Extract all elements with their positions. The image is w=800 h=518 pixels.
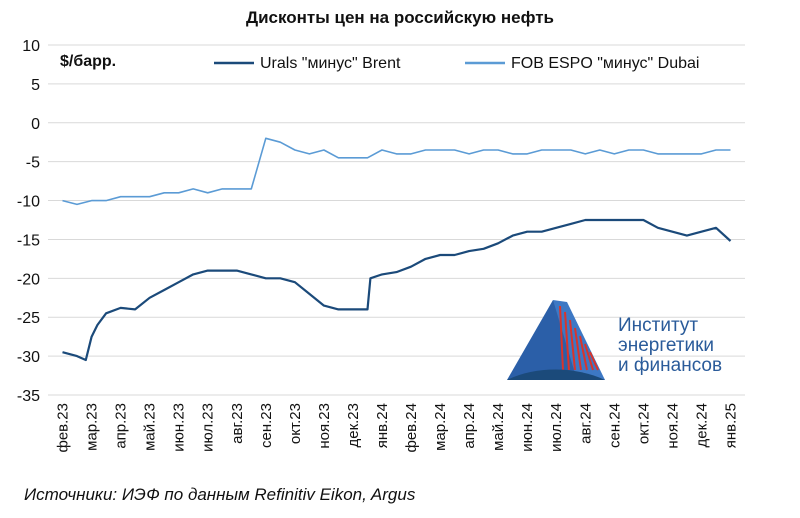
y-tick-label: -20 [17, 271, 40, 288]
logo-line-2: энергетики [618, 335, 715, 356]
institute-logo-icon [507, 300, 605, 380]
x-tick-label: окт.24 [635, 403, 652, 444]
source-note: Источники: ИЭФ по данным Refinitiv Eikon… [24, 485, 416, 504]
grid [48, 44, 745, 396]
logo-text: Институт энергетики и финансов [618, 316, 722, 376]
x-tick-label: янв.24 [374, 403, 391, 448]
x-tick-label: мар.23 [84, 403, 101, 451]
y-tick-label: 5 [31, 77, 40, 94]
y-axis-label: $/барр. [60, 53, 116, 70]
x-tick-label: ноя.24 [664, 403, 681, 449]
x-tick-label: фев.23 [55, 403, 72, 453]
y-tick-label: -30 [17, 349, 40, 366]
series-line-2 [62, 137, 731, 206]
y-axis: 10 5 0 -5 -10 -15 -20 -25 -30 -35 [17, 38, 40, 405]
y-tick-label: -10 [17, 194, 40, 211]
logo-line-1: Институт [618, 315, 699, 336]
x-tick-label: дек.24 [693, 403, 710, 448]
x-tick-label: июл.24 [548, 403, 565, 452]
x-tick-label: май.24 [490, 403, 507, 451]
y-tick-label: 10 [22, 38, 40, 55]
x-tick-label: апр.23 [113, 403, 130, 449]
x-tick-label: фев.24 [403, 403, 420, 453]
x-tick-label: май.23 [142, 403, 159, 451]
x-axis: фев.23 мар.23 апр.23 май.23 июн.23 июл.23 авг.… [55, 403, 740, 453]
x-tick-label: апр.24 [461, 403, 478, 449]
y-tick-label: -35 [17, 388, 40, 405]
legend-label-2: FOB ESPO "минус" Dubai [511, 55, 699, 72]
x-tick-label: янв.25 [722, 403, 739, 448]
x-tick-label: сен.24 [606, 403, 623, 448]
y-tick-label: -5 [26, 155, 40, 172]
logo-line-3: и финансов [618, 355, 723, 376]
x-tick-label: авг.23 [229, 403, 246, 444]
x-tick-label: мар.24 [432, 403, 449, 451]
series-group [62, 137, 732, 362]
chart-title: Дисконты цен на российскую нефть [245, 8, 555, 27]
x-tick-label: дек.23 [345, 403, 362, 448]
x-tick-label: окт.23 [287, 403, 304, 444]
x-tick-label: июн.24 [519, 403, 536, 452]
x-tick-label: ноя.23 [316, 403, 333, 449]
y-tick-label: -15 [17, 232, 40, 249]
x-tick-label: сен.23 [258, 403, 275, 448]
x-tick-label: авг.24 [577, 403, 594, 444]
series-line-1 [62, 218, 732, 362]
x-tick-label: июл.23 [200, 403, 217, 452]
y-tick-label: 0 [31, 116, 40, 133]
y-tick-label: -25 [17, 310, 40, 327]
legend-label-1: Urals "минус" Brent [260, 55, 401, 72]
x-tick-label: июн.23 [171, 403, 188, 452]
legend: Urals "минус" Brent FOB ESPO "минус" Duba… [214, 55, 699, 72]
